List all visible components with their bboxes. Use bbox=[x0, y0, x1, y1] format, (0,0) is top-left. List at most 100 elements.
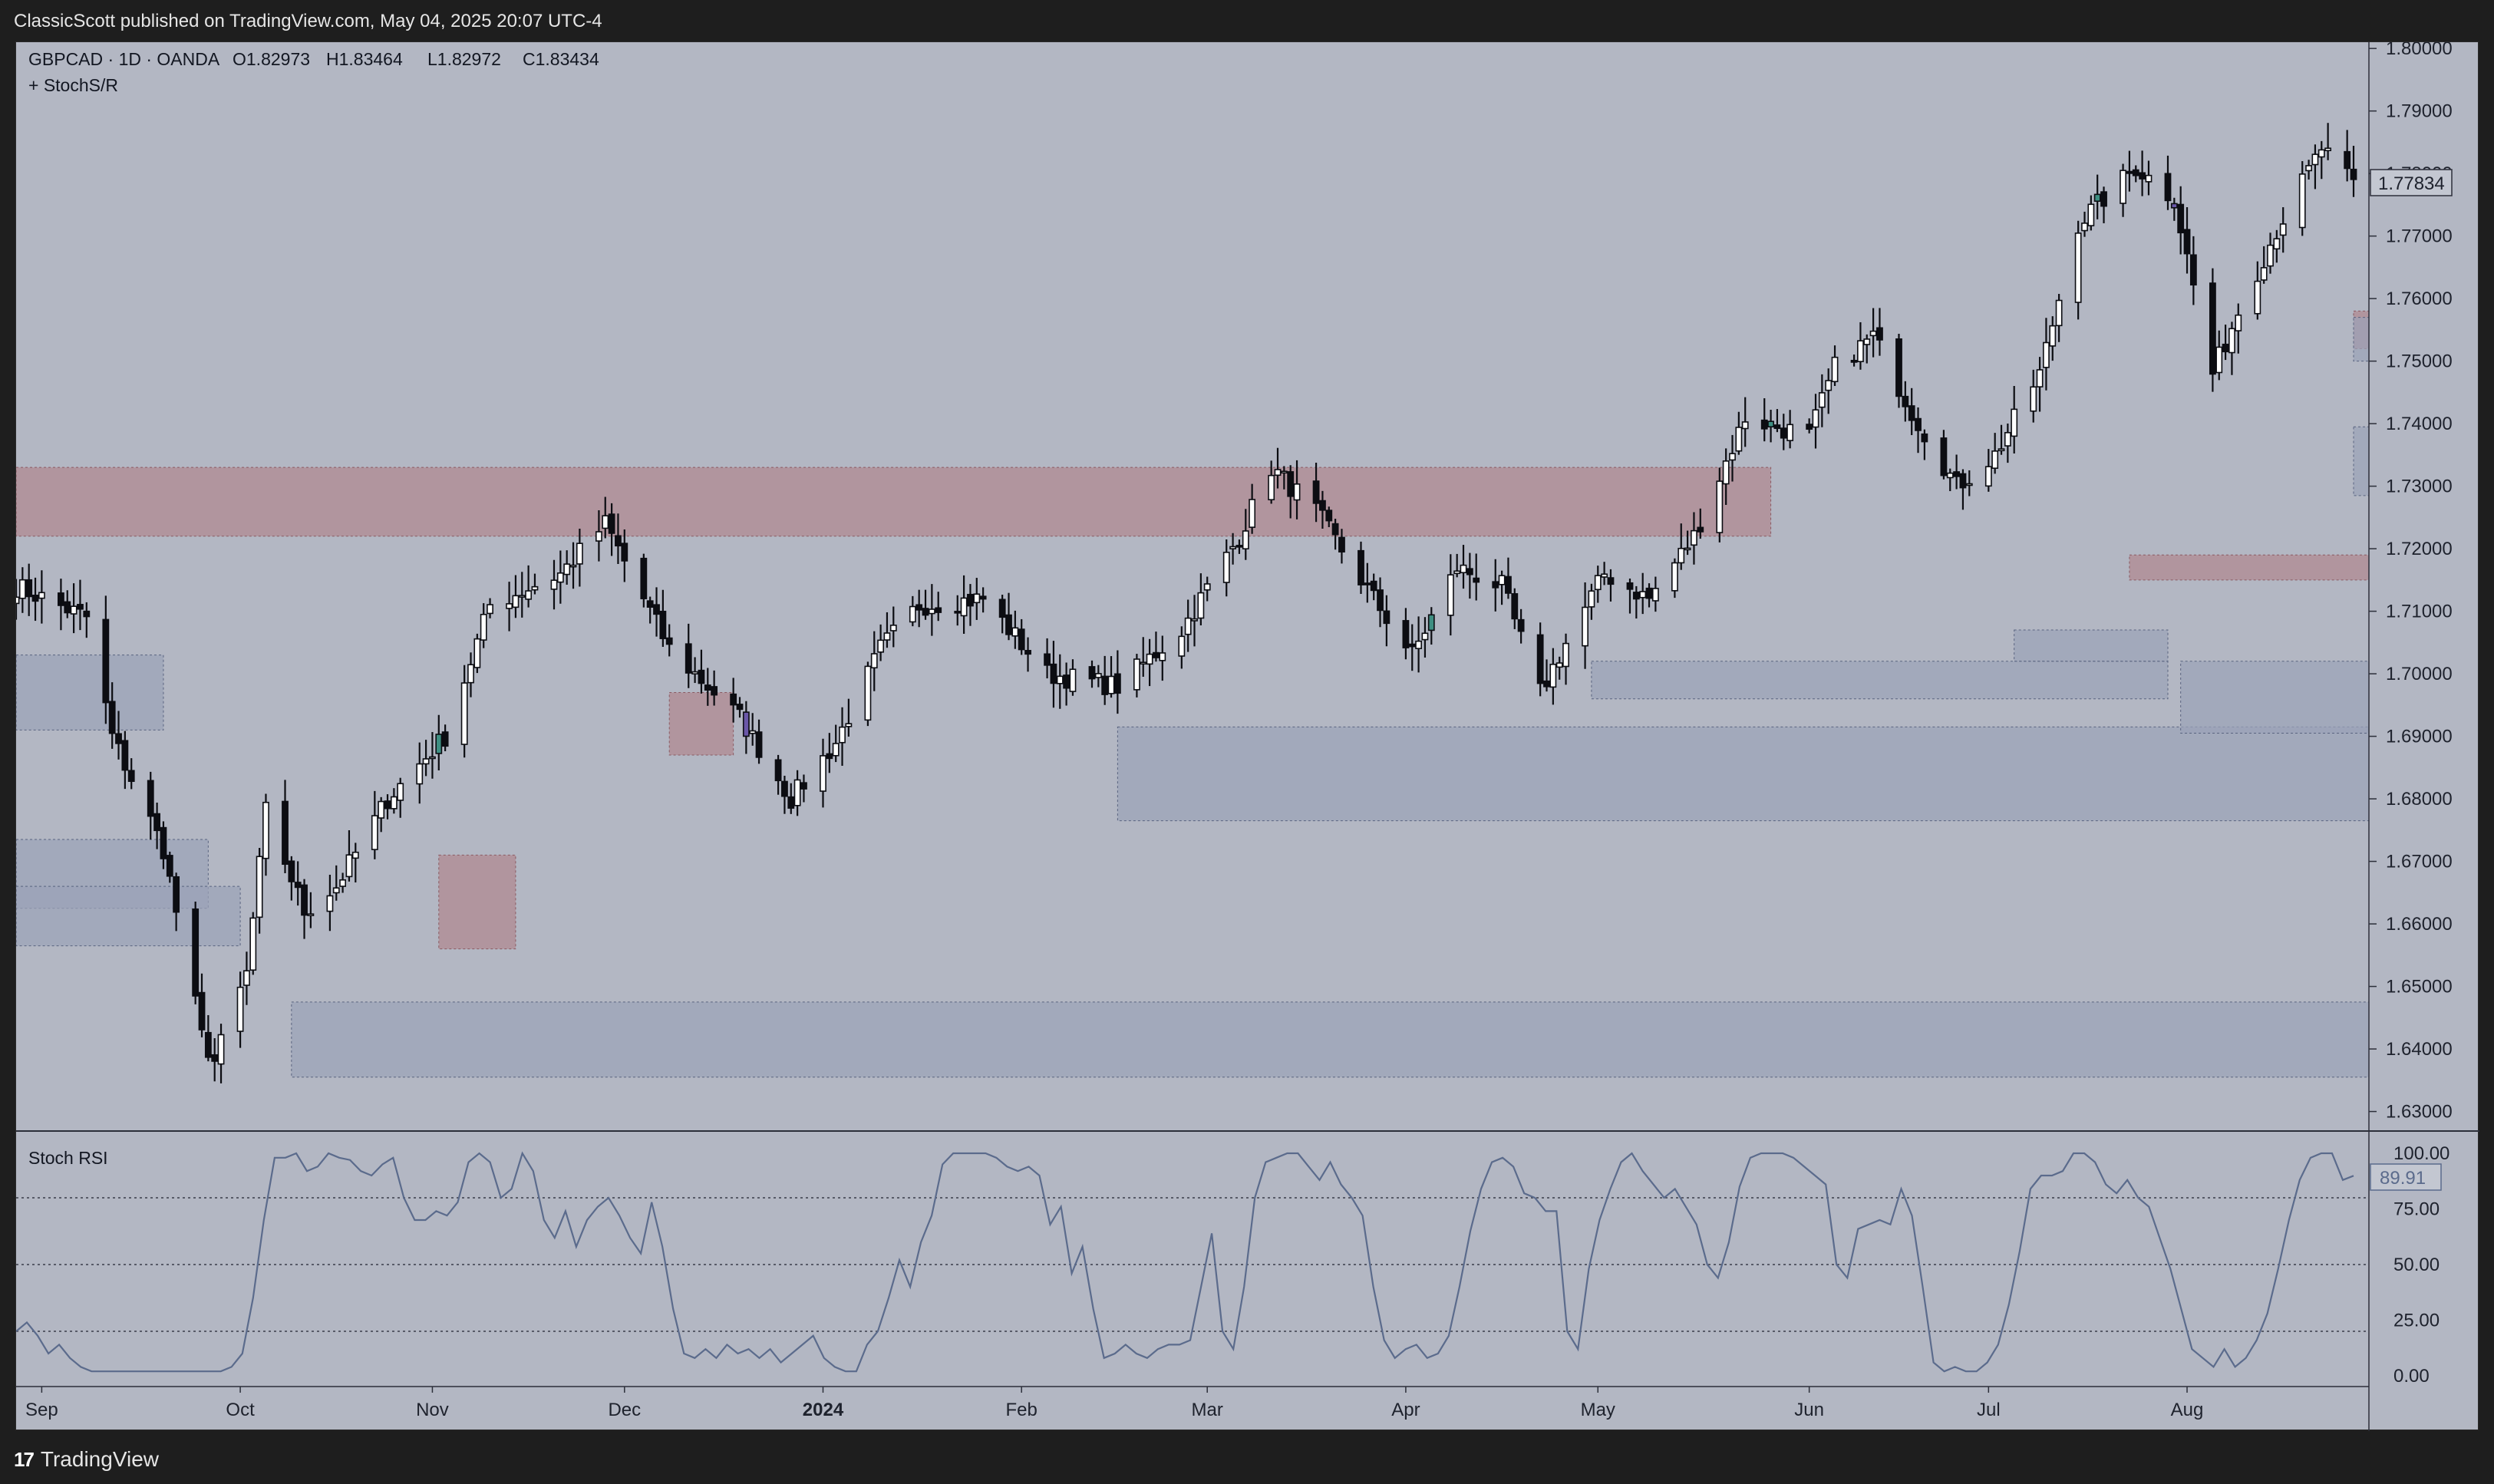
candle-body bbox=[473, 638, 481, 668]
price-tick-label: 1.66000 bbox=[2386, 914, 2453, 935]
candle bbox=[1377, 577, 1384, 628]
candle-body bbox=[1895, 338, 1902, 397]
price-tick-label: 1.63000 bbox=[2386, 1102, 2453, 1123]
stoch-rsi-line bbox=[16, 1151, 2354, 1373]
publish-header: ClassicScott published on TradingView.co… bbox=[0, 0, 2494, 41]
candle-body bbox=[2318, 149, 2325, 158]
candle-body bbox=[826, 753, 833, 760]
support-zone bbox=[2353, 426, 2370, 496]
candle-body bbox=[2011, 408, 2018, 437]
candle-body bbox=[954, 611, 962, 614]
candle bbox=[1818, 374, 1826, 427]
stoch-pane-title[interactable]: Stoch RSI bbox=[28, 1148, 108, 1168]
candle-body bbox=[1651, 588, 1659, 602]
candle-body bbox=[1876, 327, 1883, 341]
candle bbox=[58, 579, 64, 631]
candle-body bbox=[1831, 356, 1839, 383]
candle-body bbox=[1722, 460, 1730, 485]
candle-body bbox=[1191, 618, 1198, 622]
candle-body bbox=[1645, 587, 1653, 599]
candle-body bbox=[1984, 466, 1992, 487]
price-tick-label: 1.80000 bbox=[2386, 42, 2453, 59]
price-tick-label: 1.74000 bbox=[2386, 414, 2453, 434]
candle-body bbox=[973, 593, 981, 604]
candle-body bbox=[691, 671, 698, 674]
candle bbox=[2318, 140, 2325, 180]
candle bbox=[781, 775, 788, 814]
current-stoch-box bbox=[2370, 1163, 2442, 1191]
candle-body bbox=[935, 607, 942, 613]
candle bbox=[2209, 268, 2216, 392]
price-tick-label: 1.72000 bbox=[2386, 539, 2453, 559]
time-tick-label: Feb bbox=[1006, 1400, 1038, 1420]
candle-body bbox=[2164, 173, 2172, 202]
candle-body bbox=[2267, 244, 2274, 267]
candle bbox=[2254, 261, 2261, 320]
candle bbox=[653, 587, 660, 637]
candle bbox=[1908, 387, 1915, 436]
candle-body bbox=[730, 693, 737, 706]
support-zone bbox=[16, 885, 241, 947]
candle bbox=[416, 742, 424, 804]
chart-canvas[interactable]: 1.800001.790001.780001.770001.760001.750… bbox=[16, 42, 2479, 1431]
candle bbox=[1786, 410, 1794, 449]
candle-body bbox=[711, 686, 718, 696]
candle-body bbox=[1825, 380, 1833, 391]
candle bbox=[800, 774, 807, 803]
chart-frame[interactable]: 1.800001.790001.780001.770001.760001.750… bbox=[15, 41, 2479, 1431]
candle bbox=[204, 1014, 212, 1062]
candle-body bbox=[115, 733, 122, 744]
candle-body bbox=[595, 531, 602, 542]
candle-body bbox=[1946, 472, 1954, 479]
candle-body bbox=[390, 796, 398, 810]
candle bbox=[441, 724, 449, 752]
candle bbox=[1364, 562, 1371, 603]
candle bbox=[326, 875, 334, 932]
candle-body bbox=[845, 723, 853, 727]
time-tick-label: Oct bbox=[226, 1400, 255, 1420]
candle-body bbox=[531, 585, 539, 591]
candle-body bbox=[2273, 238, 2281, 250]
legend-open: O1.82973 bbox=[233, 49, 310, 69]
candle-body bbox=[1453, 570, 1461, 575]
candle bbox=[1729, 434, 1736, 482]
candle-body bbox=[1998, 448, 2005, 452]
candle-body bbox=[1402, 620, 1410, 648]
tradingview-logo[interactable]: 17 TradingView bbox=[14, 1447, 159, 1472]
candle bbox=[2183, 206, 2191, 274]
candle bbox=[1460, 545, 1467, 589]
candle bbox=[774, 754, 782, 795]
candle-body bbox=[2260, 267, 2268, 281]
candle bbox=[1402, 608, 1410, 660]
candle bbox=[332, 865, 340, 901]
candle-body bbox=[487, 604, 493, 615]
candle bbox=[1953, 454, 1961, 490]
candle bbox=[2055, 294, 2063, 342]
candle bbox=[77, 579, 84, 631]
candle bbox=[115, 711, 122, 760]
candle bbox=[1684, 530, 1691, 556]
candle bbox=[1325, 506, 1333, 527]
time-axis[interactable]: Sep Oct Nov Dec 2024 Feb Mar Apr May Jun Jul Aug bbox=[25, 1387, 2203, 1420]
candle-body bbox=[1780, 427, 1787, 439]
candle-body bbox=[307, 913, 315, 916]
candle bbox=[397, 777, 404, 818]
candle-body bbox=[332, 887, 340, 894]
candle bbox=[691, 657, 698, 684]
candle-body bbox=[243, 970, 250, 986]
candle-body bbox=[1588, 590, 1595, 608]
candle bbox=[1517, 608, 1525, 644]
candle bbox=[2350, 145, 2357, 197]
candle bbox=[512, 575, 520, 618]
stoch-rsi-pane[interactable]: 100.00 75.00 50.00 25.00 0.00 bbox=[16, 1143, 2449, 1387]
candle bbox=[256, 847, 263, 934]
current-stoch-marker: 89.91 bbox=[2370, 1163, 2442, 1191]
price-axis[interactable]: 1.800001.790001.780001.770001.760001.750… bbox=[2368, 42, 2453, 1431]
candle bbox=[307, 892, 315, 928]
candle bbox=[1645, 583, 1653, 608]
legend-indicator[interactable]: + StochS/R bbox=[28, 75, 118, 95]
candle-body bbox=[397, 783, 404, 801]
candle-body bbox=[1517, 618, 1525, 632]
candle bbox=[1741, 397, 1749, 447]
resistance-zone bbox=[668, 692, 734, 756]
